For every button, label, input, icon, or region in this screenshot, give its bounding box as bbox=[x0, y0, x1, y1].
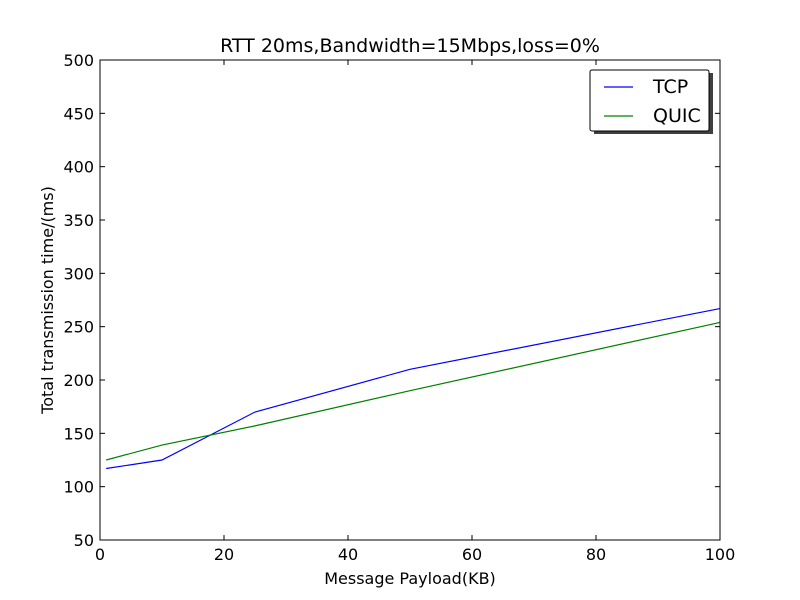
y-tick-label: 400 bbox=[63, 158, 94, 177]
y-tick-label: 100 bbox=[63, 478, 94, 497]
y-tick-label: 200 bbox=[63, 371, 94, 390]
x-tick-label: 0 bbox=[95, 545, 105, 564]
series-line-tcp bbox=[106, 307, 721, 470]
y-axis-ticks: 50 100 150 200 250 300 350 400 450 500 bbox=[63, 51, 720, 550]
y-tick-label: 150 bbox=[63, 424, 94, 443]
y-tick-label: 350 bbox=[63, 211, 94, 230]
x-tick-label: 80 bbox=[586, 545, 606, 564]
series-layer bbox=[106, 307, 721, 470]
x-axis-ticks: 0 20 40 60 80 100 bbox=[95, 60, 735, 564]
x-tick-label: 40 bbox=[338, 545, 358, 564]
y-tick-label: 500 bbox=[63, 51, 94, 70]
x-tick-label: 100 bbox=[705, 545, 736, 564]
x-tick-label: 60 bbox=[462, 545, 482, 564]
y-tick-label: 300 bbox=[63, 264, 94, 283]
y-axis-label: Total transmission time/(ms) bbox=[38, 186, 57, 415]
series-line-quic bbox=[106, 321, 721, 461]
x-tick-label: 20 bbox=[214, 545, 234, 564]
legend-label-tcp: TCP bbox=[652, 76, 688, 98]
legend: TCP QUIC bbox=[589, 69, 713, 134]
chart-title: RTT 20ms,Bandwidth=15Mbps,loss=0% bbox=[220, 35, 600, 57]
y-tick-label: 450 bbox=[63, 104, 94, 123]
legend-label-quic: QUIC bbox=[653, 105, 701, 127]
x-axis-label: Message Payload(KB) bbox=[324, 569, 496, 588]
plot-frame bbox=[99, 59, 721, 541]
y-tick-label: 250 bbox=[63, 318, 94, 337]
y-tick-label: 50 bbox=[74, 531, 94, 550]
